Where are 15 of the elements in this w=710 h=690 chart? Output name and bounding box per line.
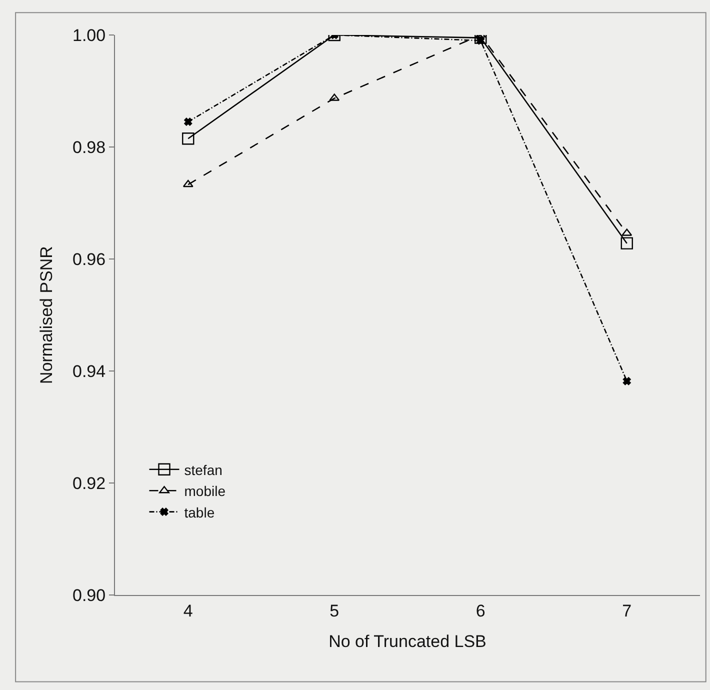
y-tick-label: 0.90 — [72, 586, 106, 605]
x-tick-label: 7 — [622, 601, 632, 620]
y-tick-label: 1.00 — [72, 26, 106, 45]
x-axis-title: No of Truncated LSB — [328, 632, 486, 651]
legend-label: table — [184, 504, 215, 520]
y-tick-label: 0.96 — [72, 250, 106, 269]
x-tick-label: 4 — [183, 601, 193, 620]
y-tick-label: 0.94 — [72, 362, 106, 381]
legend-label: mobile — [184, 483, 226, 500]
y-axis-title: Normalised PSNR — [37, 246, 56, 384]
legend-label: stefan — [184, 462, 222, 478]
y-tick-label: 0.98 — [72, 138, 106, 157]
y-tick-label: 0.92 — [72, 474, 106, 493]
x-tick-label: 5 — [330, 601, 340, 620]
x-tick-label: 6 — [476, 601, 486, 620]
